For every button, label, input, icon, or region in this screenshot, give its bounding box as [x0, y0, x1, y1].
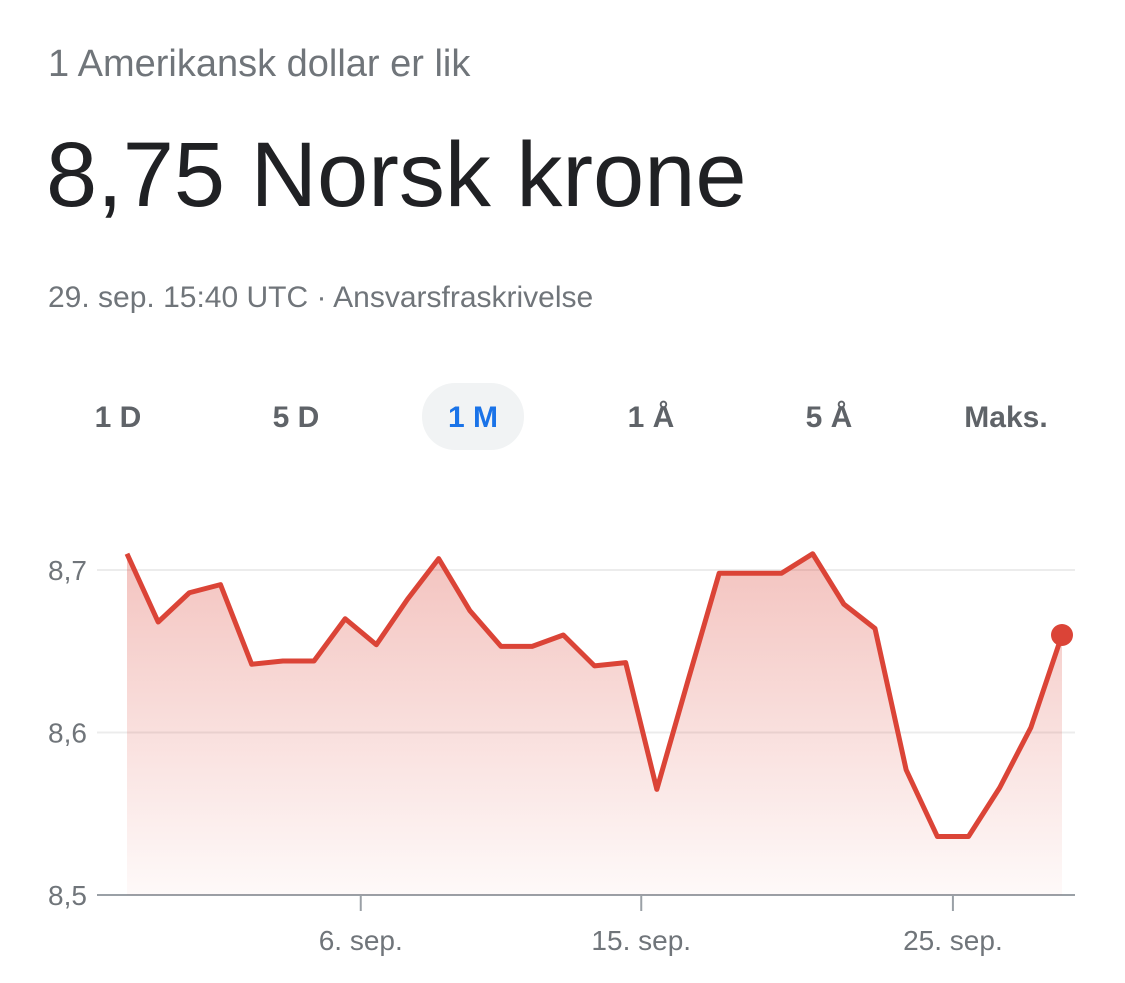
tab[interactable]: 1 D — [95, 401, 142, 434]
subtitle: 1 Amerikansk dollar er lik — [48, 43, 471, 85]
y-tick-label: 8,7 — [48, 555, 87, 586]
meta: 29. sep. 15:40 UTC · Ansvarsfraskrivelse — [48, 281, 593, 314]
y-tick-label: 8,6 — [48, 718, 87, 749]
tab[interactable]: Maks. — [964, 401, 1047, 434]
title: 8,75 Norsk krone — [46, 124, 747, 226]
tab[interactable]: 1 Å — [628, 401, 675, 434]
area — [127, 553, 1062, 895]
line — [124, 551, 1065, 839]
tab-highlight — [422, 383, 524, 450]
y-tick-label: 8,5 — [48, 880, 87, 911]
tab[interactable]: 5 D — [273, 401, 320, 434]
tab[interactable]: 5 Å — [806, 401, 853, 434]
tab[interactable]: 1 M — [448, 401, 498, 434]
end-dot — [1051, 624, 1073, 646]
x-tick-label: 6. sep. — [319, 925, 403, 956]
x-tick-label: 15. sep. — [591, 925, 691, 956]
x-tick-label: 25. sep. — [903, 925, 1003, 956]
